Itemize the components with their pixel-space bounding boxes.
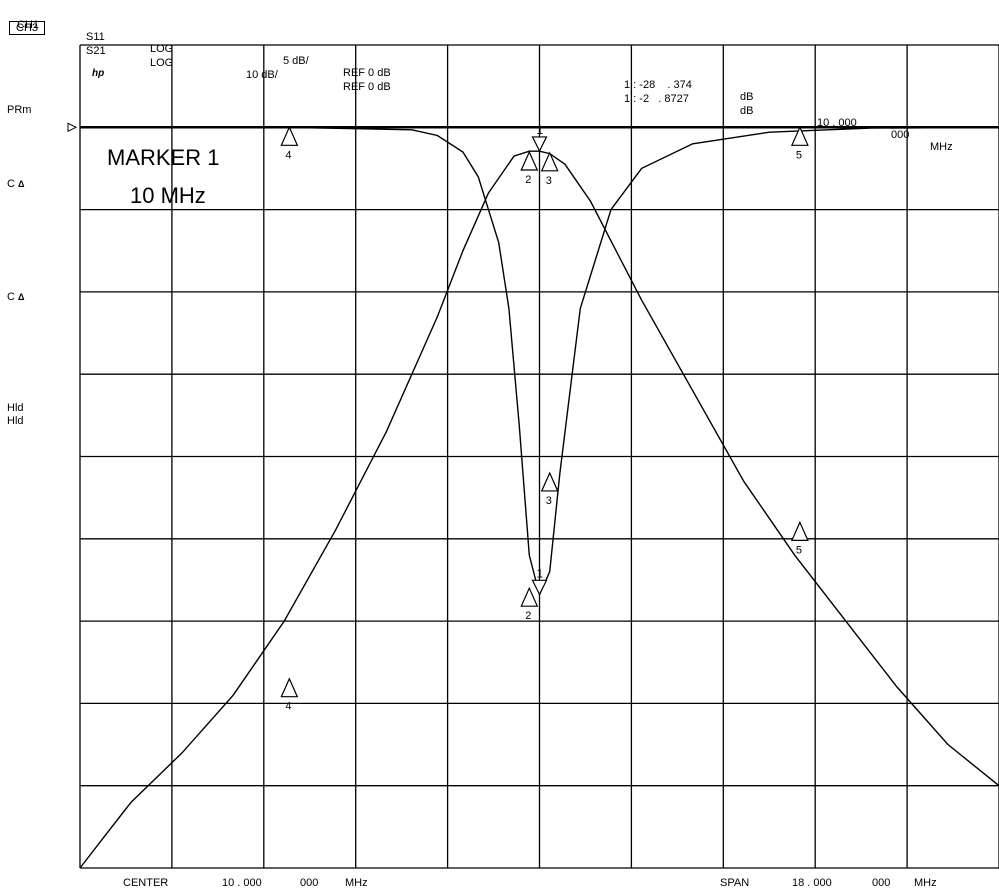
marker-2-icon bbox=[520, 586, 539, 607]
marker-3-icon bbox=[540, 471, 559, 492]
marker-2-label: 2 bbox=[525, 174, 531, 186]
header-row1: CH1 S11 LOG 5 dB/ REF 0 dB 1 : -28 . 374… bbox=[9, 7, 753, 103]
marker-4-icon bbox=[280, 125, 299, 146]
ch3-ref: REF 0 dB bbox=[343, 81, 391, 93]
ch1-marker-unit: dB bbox=[740, 91, 754, 103]
marker-3-label: 3 bbox=[546, 495, 552, 507]
span-value: 18 . 000 bbox=[792, 877, 832, 889]
marker-5-icon bbox=[790, 520, 809, 541]
marker-frequency: 10 . 000 bbox=[817, 117, 857, 129]
hold-label-1: Hld bbox=[7, 402, 24, 414]
ch1-label[interactable]: CH1 bbox=[17, 19, 40, 31]
marker-2-icon bbox=[520, 150, 539, 171]
delta-icon: Δ bbox=[18, 292, 25, 302]
traces bbox=[79, 126, 999, 869]
center-value: 10 . 000 bbox=[222, 877, 262, 889]
marker-layer: 1 1 2 2 3 3 4 4 5 5 bbox=[280, 123, 809, 713]
center-unit: MHz bbox=[345, 877, 368, 889]
reference-pointer-icon bbox=[67, 122, 78, 133]
marker-5-icon bbox=[790, 125, 809, 146]
trace-s21 bbox=[79, 150, 999, 869]
marker-2-label: 2 bbox=[525, 610, 531, 622]
marker-annotation-line1: MARKER 1 bbox=[107, 145, 220, 170]
c-label-2: C Δ bbox=[7, 291, 25, 303]
marker-3-icon bbox=[540, 151, 559, 172]
marker-1-icon bbox=[531, 579, 548, 596]
ch1-format: LOG bbox=[150, 43, 174, 55]
marker-5-label: 5 bbox=[796, 149, 802, 161]
marker-4-icon bbox=[280, 677, 299, 698]
center-label: CENTER bbox=[123, 877, 169, 889]
ch1-scale: 5 dB/ bbox=[283, 55, 309, 67]
marker-frequency-unit: MHz bbox=[930, 141, 953, 153]
ch1-param: S11 bbox=[86, 31, 105, 43]
header-row2: CH3 S21 LOG 10 dB/ REF 0 dB 1 : -2 . 872… bbox=[9, 21, 953, 153]
span-unit: MHz bbox=[914, 877, 937, 889]
prm-label: PRm bbox=[7, 104, 32, 116]
marker-annotation-line2: 10 MHz bbox=[130, 183, 206, 208]
marker-1-label: 1 bbox=[537, 123, 544, 137]
c-label-1: C Δ bbox=[7, 178, 25, 190]
marker-4-label: 4 bbox=[285, 701, 291, 713]
ch1-ref: REF 0 dB bbox=[343, 67, 391, 79]
ch3-label[interactable]: CH3 bbox=[9, 21, 46, 35]
marker-1-label: 1 bbox=[537, 566, 544, 580]
hp-logo: hp bbox=[92, 68, 105, 79]
graticule bbox=[67, 44, 999, 869]
marker-5-label: 5 bbox=[796, 544, 802, 556]
marker-1-icon bbox=[531, 136, 548, 153]
ch3-marker-unit: dB bbox=[740, 105, 754, 117]
span-label: SPAN bbox=[720, 877, 750, 889]
delta-icon: Δ bbox=[18, 179, 25, 189]
marker-frequency-2: 000 bbox=[891, 129, 910, 141]
ch3-marker-readout: 1 : -2 . 8727 bbox=[624, 93, 689, 105]
ch3-format: LOG bbox=[150, 57, 174, 69]
hold-label-2: Hld bbox=[7, 415, 24, 427]
marker-3-label: 3 bbox=[546, 175, 552, 187]
marker-4-label: 4 bbox=[285, 149, 291, 161]
ch3-param: S21 bbox=[86, 45, 106, 57]
trace-s11 bbox=[80, 126, 999, 597]
ch1-marker-readout: 1 : -28 . 374 bbox=[624, 79, 692, 91]
ch3-scale: 10 dB/ bbox=[246, 69, 278, 81]
span-value-2: 000 bbox=[872, 877, 891, 889]
center-value-2: 000 bbox=[300, 877, 319, 889]
